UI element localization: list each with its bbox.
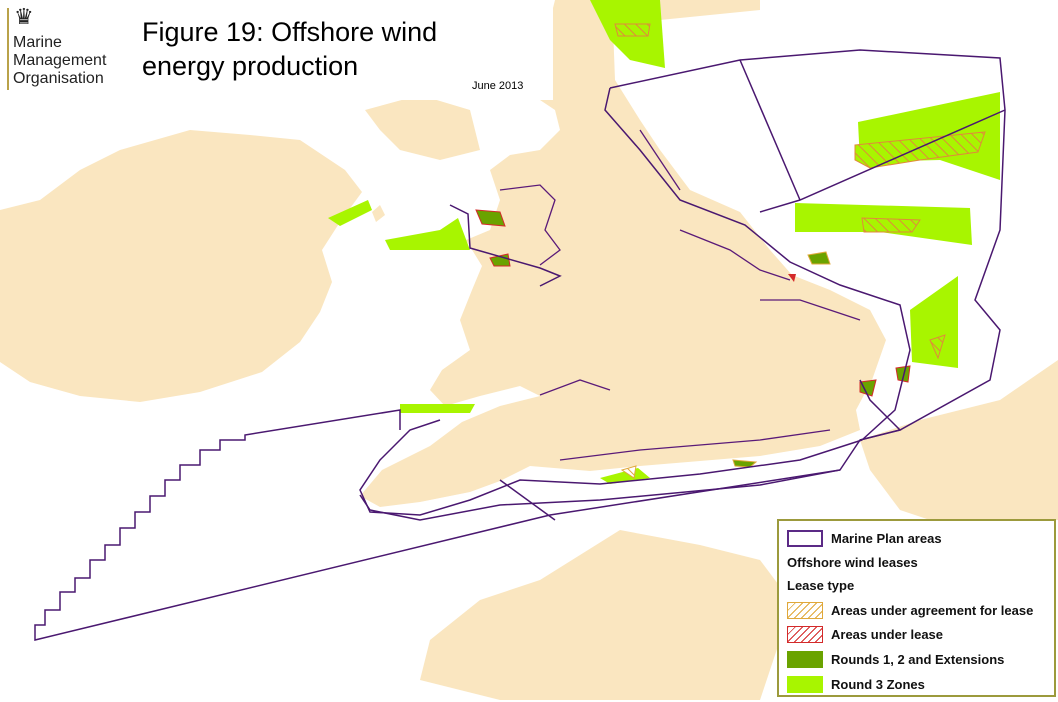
rivers: [499, 129, 861, 461]
light-green-swatch: [787, 675, 823, 693]
legend-label: Marine Plan areas: [831, 530, 942, 546]
ireland: [0, 130, 362, 402]
map-legend: Marine Plan areas Offshore wind leases L…: [777, 519, 1056, 697]
org-line: Management: [13, 52, 107, 69]
scotland-sw: [365, 95, 480, 160]
legend-item-agreement: Areas under agreement for lease: [787, 601, 1033, 619]
legend-item-round-3: Round 3 Zones: [787, 675, 925, 693]
logo-divider: [7, 8, 9, 90]
title-line: Figure 19: Offshore wind: [142, 17, 438, 47]
france-north: [860, 360, 1058, 530]
figure-title: Figure 19: Offshore wind energy producti…: [142, 15, 437, 83]
royal-crest-icon: ♛: [14, 4, 34, 29]
organisation-name: Marine Management Organisation: [13, 34, 106, 88]
france-brittany: [420, 530, 790, 700]
legend-label: Lease type: [787, 577, 855, 593]
great-britain: [360, 0, 886, 507]
legend-label: Areas under agreement for lease: [831, 602, 1034, 618]
legend-item-lease: Areas under lease: [787, 625, 943, 643]
legend-heading: Offshore wind leases: [787, 553, 918, 571]
orange-hatch-swatch: [787, 601, 823, 619]
org-line: Organisation: [13, 70, 104, 87]
title-panel: ♛ Marine Management Organisation Figure …: [0, 0, 553, 100]
legend-item-rounds-1-2: Rounds 1, 2 and Extensions: [787, 650, 1004, 668]
isle-of-man: [372, 205, 385, 222]
legend-heading: Lease type: [787, 576, 854, 594]
marine-plan-boundaries: [34, 49, 1006, 641]
legend-label: Areas under lease: [831, 626, 944, 642]
lease-areas: [475, 23, 986, 479]
legend-label: Offshore wind leases: [787, 554, 918, 570]
org-line: Marine: [13, 34, 62, 51]
legend-label: Round 3 Zones: [831, 676, 925, 692]
legend-label: Rounds 1, 2 and Extensions: [831, 651, 1005, 667]
legend-item-marine-plan: Marine Plan areas: [787, 529, 942, 547]
dark-green-swatch: [787, 650, 823, 668]
red-hatch-swatch: [787, 625, 823, 643]
map-date: June 2013: [472, 80, 524, 92]
round3-zones: [328, 0, 1000, 484]
title-line: energy production: [142, 51, 359, 81]
outline-swatch: [787, 529, 823, 547]
